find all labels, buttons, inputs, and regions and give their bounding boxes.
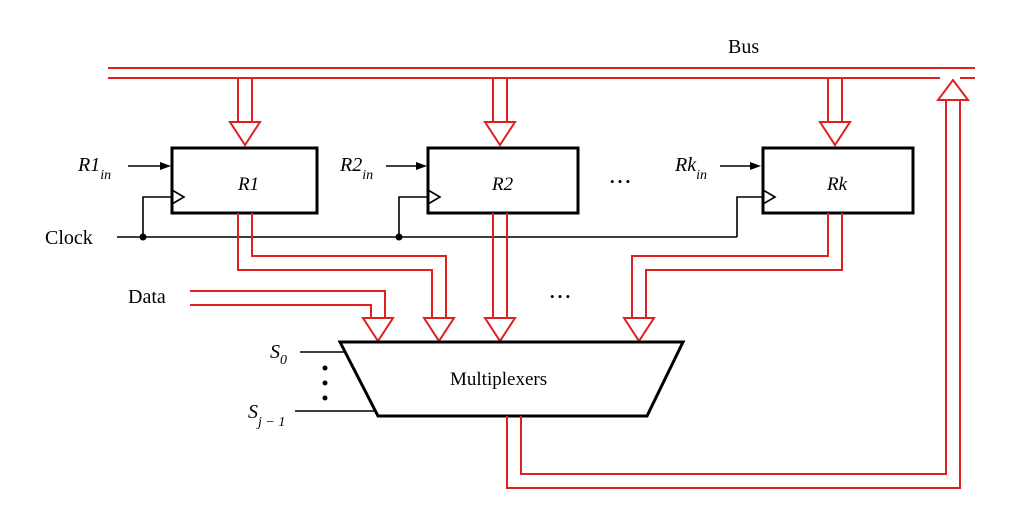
r2-enable-sub: in — [362, 168, 373, 183]
bus-to-r2 — [483, 78, 517, 147]
clock-wire — [117, 196, 763, 241]
rk-enable-sub: in — [696, 168, 707, 183]
data-to-mux — [190, 290, 395, 343]
bus-lines — [108, 67, 975, 79]
r2-enable-base: R2 — [339, 154, 362, 176]
select-sj-1: Sj − 1 — [248, 401, 375, 430]
r1-enable-base: R1 — [77, 154, 100, 176]
register-r2: R2 — [426, 146, 580, 215]
r2-to-mux — [483, 213, 517, 343]
bus-label: Bus — [728, 36, 759, 58]
svg-text:R2in: R2in — [339, 154, 373, 183]
register-r1: R1 — [170, 146, 319, 215]
bus-to-rk — [818, 78, 852, 147]
svg-text:R1in: R1in — [77, 154, 111, 183]
select-sj-1-sub: j − 1 — [256, 415, 285, 430]
mux-label: Multiplexers — [450, 369, 547, 390]
svg-text:Rkin: Rkin — [674, 154, 707, 183]
select-dots — [322, 365, 328, 401]
rk-enable: Rkin — [674, 154, 761, 183]
register-ellipsis: • • • — [610, 174, 630, 189]
r2-enable: R2in — [339, 154, 427, 183]
data-label: Data — [128, 286, 166, 308]
svg-text:S0: S0 — [270, 341, 287, 368]
select-s0-base: S — [270, 341, 280, 363]
mux-input-ellipsis: • • • — [550, 289, 570, 304]
bus-to-r1 — [228, 78, 262, 147]
r1-enable-sub: in — [100, 168, 111, 183]
r1-enable: R1in — [77, 154, 171, 183]
select-s0-sub: 0 — [280, 353, 287, 368]
select-sj-1-base: S — [248, 401, 258, 423]
select-s0: S0 — [270, 341, 346, 368]
register-rk-label: Rk — [826, 174, 848, 195]
r1-to-mux — [237, 213, 456, 343]
register-rk: Rk — [761, 146, 915, 215]
rk-to-mux — [622, 213, 843, 343]
rk-enable-base: Rk — [674, 154, 697, 176]
register-r1-label: R1 — [237, 174, 259, 195]
svg-text:Sj − 1: Sj − 1 — [248, 401, 285, 430]
clock-label: Clock — [45, 227, 93, 249]
multiplexer-block — [337, 340, 686, 418]
mux-output-to-bus — [506, 78, 970, 489]
register-r2-label: R2 — [491, 174, 514, 195]
